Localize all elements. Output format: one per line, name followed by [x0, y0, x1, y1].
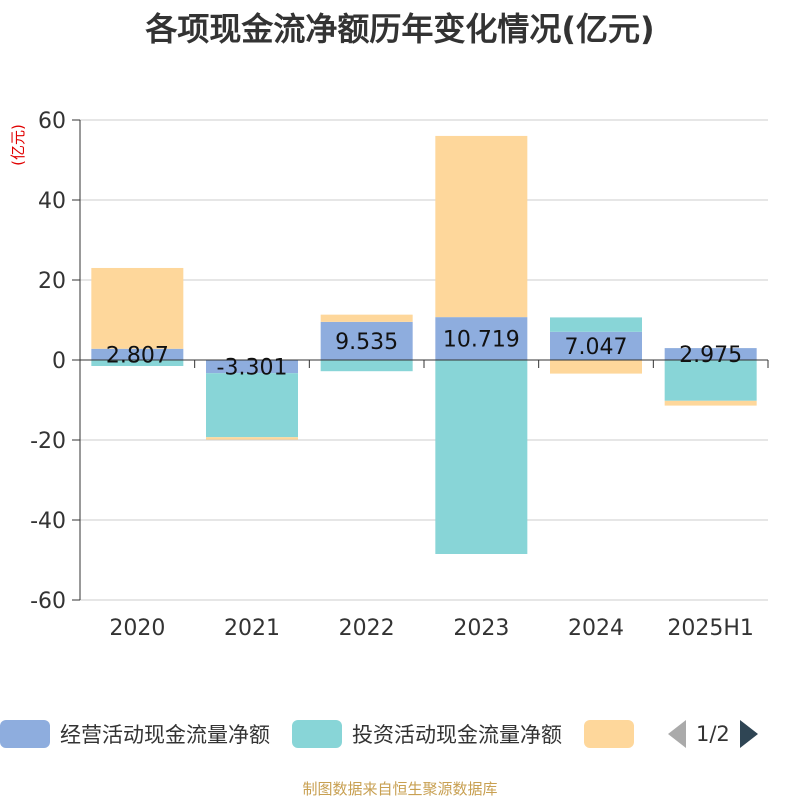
- legend-swatch-financing: [584, 720, 634, 748]
- bar-2025H1-series-1[interactable]: [664, 360, 757, 401]
- data-label: 2.975: [679, 343, 742, 368]
- legend-label-operating: 经营活动现金流量净额: [60, 723, 270, 747]
- bar-2025H1-series-0[interactable]: [664, 348, 757, 360]
- x-tick-label: 2025H1: [667, 616, 754, 641]
- bar-2025H1-series-2[interactable]: [664, 400, 757, 406]
- bar-2020-series-0[interactable]: [91, 348, 184, 360]
- data-label: -3.301: [217, 356, 288, 381]
- y-tick-label: 20: [38, 269, 66, 294]
- chart-title: 各项现金流净额历年变化情况(亿元): [145, 10, 655, 48]
- bar-2021-series-1[interactable]: [206, 373, 298, 438]
- bar-2020-series-2[interactable]: [91, 267, 184, 349]
- bar-2021-series-2[interactable]: [206, 437, 298, 440]
- x-tick-label: 2022: [339, 616, 395, 641]
- bar-2021-series-0[interactable]: [206, 360, 298, 374]
- bar-2020-series-1[interactable]: [91, 360, 184, 366]
- legend-item-financing[interactable]: [584, 720, 644, 748]
- bar-2024-series-0[interactable]: [550, 331, 642, 360]
- legend-label-investing: 投资活动现金流量净额: [352, 723, 562, 747]
- legend-swatch-operating: [0, 720, 50, 748]
- legend-item-operating[interactable]: 经营活动现金流量净额: [0, 719, 270, 749]
- x-tick-label: 2020: [109, 616, 165, 641]
- bar-2024-series-2[interactable]: [550, 360, 642, 374]
- x-tick-label: 2021: [224, 616, 280, 641]
- y-tick-label: 0: [52, 349, 66, 374]
- x-tick-label: 2023: [453, 616, 509, 641]
- legend-next-arrow-icon[interactable]: [739, 720, 758, 748]
- legend-page-indicator: 1/2: [696, 722, 730, 746]
- bar-2022-series-0[interactable]: [320, 321, 413, 360]
- legend-item-investing[interactable]: 投资活动现金流量净额: [292, 719, 562, 749]
- data-label: 7.047: [565, 335, 628, 360]
- bar-2023-series-2[interactable]: [435, 135, 528, 318]
- legend-pager: 1/2: [668, 720, 758, 748]
- legend: 经营活动现金流量净额 投资活动现金流量净额 1/2: [0, 716, 758, 752]
- data-label: 2.807: [106, 343, 169, 368]
- legend-swatch-investing: [292, 720, 342, 748]
- bar-2022-series-1[interactable]: [320, 360, 413, 372]
- legend-prev-arrow-icon[interactable]: [668, 720, 686, 748]
- bar-2024-series-1[interactable]: [550, 317, 642, 332]
- x-tick-label: 2024: [568, 616, 624, 641]
- y-axis-label: (亿元): [9, 124, 27, 166]
- bar-2023-series-1[interactable]: [435, 360, 528, 554]
- data-label: 10.719: [443, 328, 520, 353]
- y-tick-label: 40: [38, 189, 66, 214]
- y-tick-label: -40: [30, 509, 66, 534]
- y-tick-label: -20: [30, 429, 66, 454]
- bar-2022-series-2[interactable]: [320, 314, 413, 322]
- data-label: 9.535: [335, 330, 398, 355]
- bar-2023-series-0[interactable]: [435, 317, 528, 360]
- y-tick-label: -60: [30, 589, 66, 614]
- y-tick-label: 60: [38, 109, 66, 134]
- source-note: 制图数据来自恒生聚源数据库: [302, 780, 498, 798]
